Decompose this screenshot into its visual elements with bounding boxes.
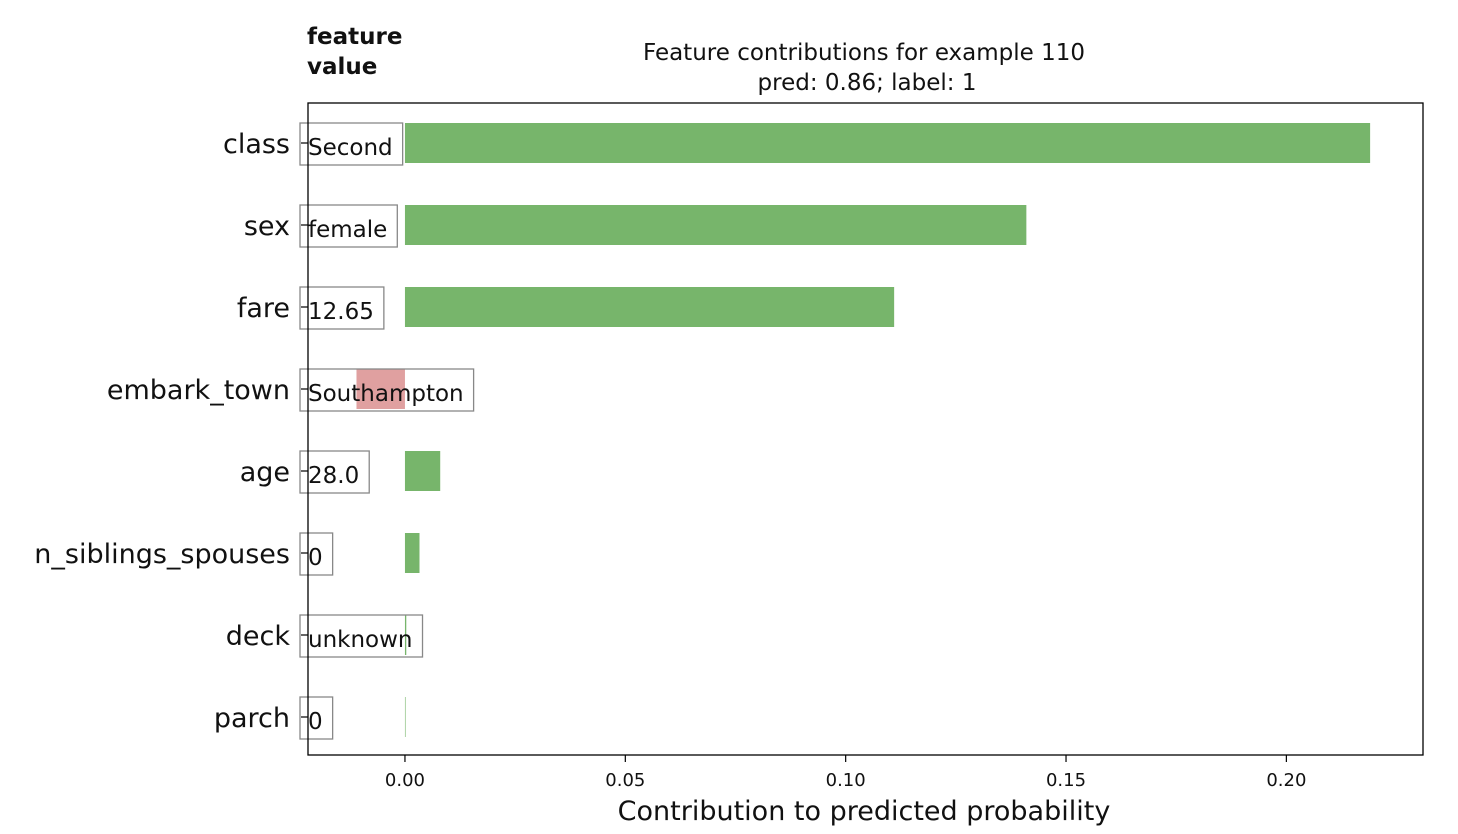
bar-n_siblings_spouses xyxy=(404,533,420,573)
feature-value-class: Second xyxy=(308,135,393,161)
y-label-n_siblings_spouses: n_siblings_spouses xyxy=(34,539,290,570)
y-label-embark_town: embark_town xyxy=(107,375,290,406)
feature-value-deck: unknown xyxy=(308,627,413,653)
x-tick-label: 0.00 xyxy=(385,770,425,791)
y-label-fare: fare xyxy=(237,293,290,324)
y-label-age: age xyxy=(240,457,290,488)
bar-age xyxy=(404,451,441,491)
feature-value-sex: female xyxy=(308,217,387,243)
feature-value-age: 28.0 xyxy=(308,463,359,489)
x-tick-label: 0.05 xyxy=(605,770,645,791)
x-axis-ticks: 0.00 0.05 0.10 0.15 0.20 xyxy=(385,755,1306,791)
feature-value-box xyxy=(299,286,385,330)
x-tick-label: 0.20 xyxy=(1266,770,1306,791)
feature-value-boxes: Second female 12.65 Southampton 28.0 0 unknown… xyxy=(299,122,475,740)
bars-layer xyxy=(356,123,1371,737)
chart-subtitle: pred: 0.86; label: 1 xyxy=(758,70,977,96)
feature-value-box xyxy=(299,204,398,248)
feature-value-embark_town: Southampton xyxy=(308,381,464,407)
feature-value-box xyxy=(299,450,370,494)
x-axis-label: Contribution to predicted probability xyxy=(618,796,1111,827)
bar-parch xyxy=(404,697,406,737)
column-header-line-1: feature xyxy=(307,24,402,50)
feature-value-parch: 0 xyxy=(308,709,323,735)
feature-value-box xyxy=(299,532,334,576)
column-header-line-2: value xyxy=(307,54,377,80)
feature-value-box xyxy=(299,122,404,166)
bar-sex xyxy=(404,205,1027,245)
plot-frame xyxy=(307,102,1424,756)
feature-value-box xyxy=(299,614,424,658)
bar-embark_town xyxy=(356,369,405,409)
feature-value-n_siblings_spouses: 0 xyxy=(308,545,323,571)
feature-value-box xyxy=(299,696,334,740)
feature-value-fare: 12.65 xyxy=(308,299,374,325)
bar-deck xyxy=(404,615,407,655)
y-label-deck: deck xyxy=(226,621,291,652)
x-tick-label: 0.15 xyxy=(1046,770,1086,791)
bar-fare xyxy=(404,287,895,327)
x-tick-label: 0.10 xyxy=(826,770,866,791)
chart-title: Feature contributions for example 110 xyxy=(643,40,1085,66)
y-label-class: class xyxy=(223,129,290,160)
bar-class xyxy=(404,123,1371,163)
y-label-sex: sex xyxy=(244,211,290,242)
y-label-parch: parch xyxy=(214,703,290,734)
feature-value-box xyxy=(299,368,475,412)
